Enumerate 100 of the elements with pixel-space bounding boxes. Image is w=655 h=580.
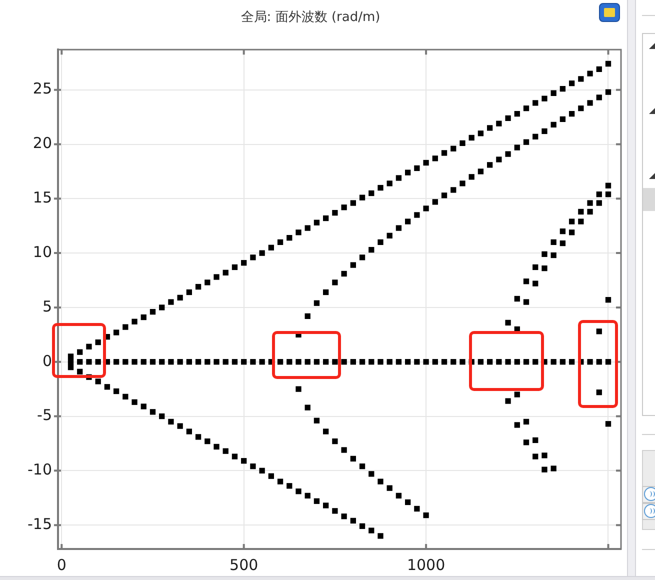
- point: [378, 239, 384, 246]
- point: [596, 328, 602, 334]
- point: [204, 359, 210, 365]
- point: [95, 359, 101, 365]
- point: [505, 151, 511, 157]
- point: [86, 359, 92, 365]
- point: [550, 239, 556, 246]
- point: [542, 466, 548, 472]
- point: [277, 359, 284, 365]
- point: [404, 499, 411, 506]
- point: [450, 187, 456, 193]
- point: [386, 359, 392, 365]
- y-tick-label: -15: [28, 514, 52, 533]
- point: [578, 208, 584, 215]
- point: [432, 359, 438, 365]
- point: [568, 359, 575, 365]
- point: [314, 300, 320, 306]
- point: [596, 389, 602, 396]
- point: [514, 296, 520, 302]
- point: [368, 359, 374, 365]
- point: [568, 110, 575, 117]
- point: [523, 359, 530, 365]
- point: [605, 182, 612, 188]
- point: [560, 359, 566, 365]
- point: [496, 156, 502, 162]
- point: [341, 447, 347, 453]
- point: [122, 359, 128, 365]
- point: [542, 251, 548, 257]
- point: [241, 359, 247, 365]
- point: [460, 180, 466, 186]
- point: [350, 359, 356, 365]
- point: [514, 422, 520, 428]
- point: [386, 232, 392, 238]
- point: [560, 240, 566, 246]
- point: [532, 454, 538, 460]
- point: [140, 359, 146, 365]
- point: [304, 404, 310, 410]
- point: [368, 246, 374, 253]
- point: [514, 359, 520, 365]
- point: [250, 359, 256, 365]
- point: [441, 359, 448, 365]
- point: [523, 440, 530, 446]
- y-tick-label: -5: [37, 406, 52, 424]
- point: [542, 452, 548, 458]
- point: [222, 359, 228, 365]
- point: [441, 192, 448, 198]
- point: [542, 128, 548, 134]
- point: [542, 265, 548, 272]
- point: [532, 134, 538, 140]
- point: [286, 359, 292, 365]
- point: [414, 212, 420, 218]
- point: [359, 463, 366, 470]
- point: [496, 359, 502, 365]
- x-tick-label: 500: [230, 556, 258, 574]
- point: [378, 359, 384, 365]
- point: [113, 359, 120, 365]
- point: [359, 359, 366, 365]
- point: [378, 478, 384, 484]
- point: [550, 359, 556, 365]
- point: [332, 280, 338, 286]
- point: [578, 218, 584, 224]
- point: [404, 359, 411, 365]
- point: [587, 200, 593, 206]
- point: [532, 264, 538, 270]
- point: [168, 359, 174, 365]
- point: [605, 191, 612, 198]
- point: [605, 297, 612, 303]
- point: [523, 139, 530, 145]
- point: [523, 418, 530, 425]
- y-tick-label: 0: [42, 352, 52, 370]
- y-tick-label: 15: [32, 188, 52, 207]
- point: [596, 359, 602, 365]
- point: [514, 144, 520, 150]
- point: [314, 359, 320, 365]
- point: [396, 359, 402, 365]
- point: [532, 280, 538, 286]
- point: [523, 299, 530, 305]
- point: [186, 359, 192, 365]
- point: [414, 359, 420, 365]
- point: [523, 278, 530, 284]
- point: [341, 270, 347, 277]
- point: [560, 116, 566, 122]
- point: [550, 122, 556, 128]
- point: [605, 421, 612, 427]
- point: [332, 359, 338, 365]
- point: [432, 199, 438, 205]
- point: [450, 359, 456, 365]
- point: [587, 100, 593, 106]
- point: [323, 289, 329, 296]
- point: [505, 398, 511, 404]
- point: [323, 359, 329, 365]
- point: [132, 359, 138, 365]
- point: [396, 225, 402, 231]
- point: [478, 168, 484, 174]
- point: [596, 191, 602, 198]
- point: [486, 162, 493, 168]
- point: [177, 359, 183, 365]
- point: [359, 254, 366, 260]
- point: [296, 386, 302, 392]
- point: [596, 200, 602, 206]
